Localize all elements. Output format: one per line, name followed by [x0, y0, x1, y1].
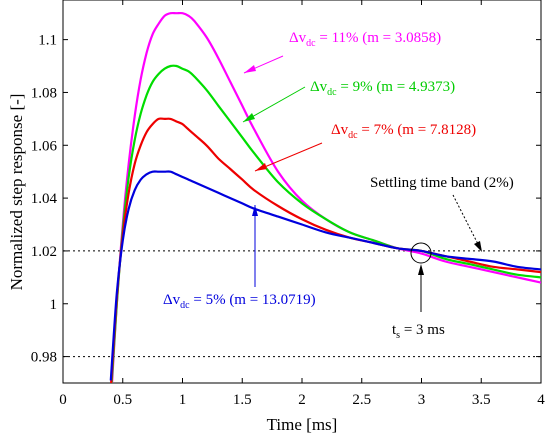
- y-tick-label: 1.02: [31, 244, 57, 260]
- y-axis-label: Normalized step response [-]: [7, 94, 26, 291]
- annotation-red-sub: dc: [348, 130, 358, 141]
- settling-time-rest: = 3 ms: [400, 322, 445, 338]
- annotation-green-delta: Δv: [310, 79, 328, 95]
- settling-band-label: Settling time band (2%): [370, 175, 514, 191]
- x-tick-label: 0: [59, 392, 67, 408]
- settling-time-sub: s: [396, 330, 400, 341]
- annotation-magenta-sub: dc: [306, 38, 316, 49]
- y-axis-ticks: 0.98 1 1.02 1.04 1.06 1.08 1.1: [31, 33, 541, 366]
- annotation-green-sub: dc: [327, 87, 337, 98]
- x-tick-label: 1.5: [233, 392, 252, 408]
- y-tick-label: 1.08: [31, 85, 57, 101]
- series-line-7pct: [110, 117, 541, 383]
- x-axis-label: Time [ms]: [267, 415, 338, 434]
- y-tick-label: 1.1: [38, 33, 57, 49]
- annotation-magenta-text: = 11% (m = 3.0858): [316, 30, 442, 46]
- annotation-red-delta: Δv: [331, 122, 349, 138]
- y-tick-label: 1: [50, 297, 58, 313]
- annotation-blue-text: = 5% (m = 13.0719): [190, 292, 316, 308]
- annotation-blue-arrowhead: [252, 205, 258, 216]
- y-tick-label: 0.98: [31, 350, 57, 366]
- annotation-green-arrowhead: [243, 113, 255, 122]
- annotation-red-arrowhead: [255, 163, 267, 171]
- annotation-red: Δvdc = 7% (m = 7.8128): [331, 122, 476, 141]
- x-tick-label: 3.5: [472, 392, 491, 408]
- y-tick-label: 1.04: [31, 191, 58, 207]
- annotation-red-text: = 7% (m = 7.8128): [358, 122, 477, 138]
- series-line-11pct: [110, 11, 541, 383]
- annotation-blue: Δvdc = 5% (m = 13.0719): [163, 292, 316, 311]
- settling-band-arrowhead: [474, 241, 482, 252]
- x-axis-ticks: 0 0.5 1 1.5 2 2.5 3 3.5 4: [59, 0, 545, 408]
- settling-band-arrow: [452, 194, 481, 249]
- series-lines: [109, 11, 541, 383]
- y-tick-label: 1.06: [31, 138, 58, 154]
- x-tick-label: 2.5: [352, 392, 371, 408]
- x-tick-label: 1: [179, 392, 187, 408]
- x-tick-label: 3: [418, 392, 426, 408]
- settling-time-arrowhead: [418, 264, 424, 275]
- annotation-red-arrow: [254, 142, 323, 172]
- annotation-blue-delta: Δv: [163, 292, 181, 308]
- annotation-magenta-arrowhead: [244, 65, 256, 73]
- series-line-5pct: [109, 170, 541, 381]
- annotation-magenta: Δvdc = 11% (m = 3.0858): [289, 30, 441, 49]
- annotation-blue-sub: dc: [180, 300, 190, 311]
- annotation-magenta-delta: Δv: [289, 30, 307, 46]
- settling-time-label: ts = 3 ms: [392, 322, 445, 341]
- x-tick-label: 0.5: [113, 392, 132, 408]
- x-tick-label: 2: [298, 392, 306, 408]
- x-tick-label: 4: [537, 392, 545, 408]
- annotation-green: Δvdc = 9% (m = 4.9373): [310, 79, 455, 98]
- settling-point-marker: [410, 242, 432, 264]
- annotation-green-text: = 9% (m = 4.9373): [337, 79, 456, 95]
- settling-time-main: t: [392, 322, 397, 338]
